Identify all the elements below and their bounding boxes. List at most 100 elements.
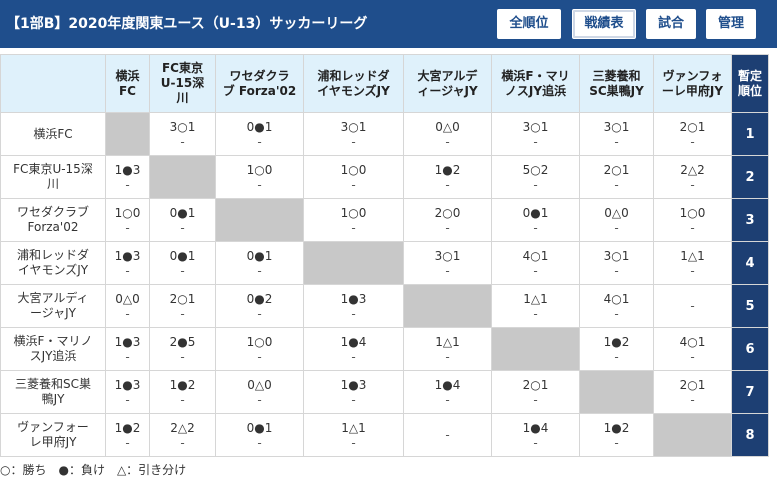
results-table-button[interactable]: 戦績表 (572, 9, 636, 39)
match-result-cell[interactable]: 3○1- (149, 112, 216, 156)
match-result-cell[interactable]: 3○1- (403, 241, 492, 285)
match-second-leg: - (180, 306, 185, 321)
matches-button[interactable]: 試合 (646, 9, 696, 39)
match-score: 1●2 (603, 334, 630, 349)
table-row: 横浜FC 3○1-0●1-3○1-0△0-3○1-3○1-2○1-1 (0, 112, 769, 156)
match-result-cell[interactable]: 2○1- (653, 112, 732, 156)
match-result-cell[interactable]: 2○0- (403, 198, 492, 242)
match-second-leg: - (690, 220, 695, 235)
match-result-cell[interactable]: 2○1- (149, 284, 216, 328)
match-score: 1●2 (434, 162, 461, 177)
legend: ○：勝ち ●：負け △：引き分け (0, 463, 187, 477)
match-second-leg: - (614, 263, 619, 278)
match-result-cell[interactable]: 4○1- (491, 241, 580, 285)
match-score: 3○1 (603, 248, 630, 263)
match-result-cell[interactable]: 3○1- (579, 112, 654, 156)
match-result-cell[interactable]: 1●3- (105, 155, 150, 199)
match-result-cell[interactable]: 3○1- (579, 241, 654, 285)
match-result-cell[interactable]: 0△0- (215, 370, 304, 414)
match-result-cell[interactable]: 1○0- (215, 155, 304, 199)
match-result-cell[interactable]: 1○0- (303, 155, 404, 199)
match-second-leg: - (257, 349, 262, 364)
match-result-cell[interactable]: 1●4- (403, 370, 492, 414)
match-second-leg: - (257, 134, 262, 149)
match-result-cell[interactable]: 1○0- (653, 198, 732, 242)
match-result-cell[interactable]: 0△0- (105, 284, 150, 328)
match-result-cell[interactable]: 2△2- (653, 155, 732, 199)
match-result-cell[interactable]: 1△1- (303, 413, 404, 457)
match-score: 1○0 (679, 205, 706, 220)
match-result-cell[interactable]: 4○1- (579, 284, 654, 328)
match-second-leg: - (351, 177, 356, 192)
match-score: 1△1 (435, 334, 460, 349)
match-result-cell[interactable]: 2○1- (491, 370, 580, 414)
match-score: 3○1 (340, 119, 367, 134)
rank-cell: 5 (731, 284, 769, 328)
match-second-leg: - (180, 349, 185, 364)
match-result-cell[interactable]: 0●1- (215, 413, 304, 457)
match-result-cell[interactable]: 1●2- (149, 370, 216, 414)
match-second-leg: - (690, 177, 695, 192)
match-result-cell[interactable]: 0●1- (215, 112, 304, 156)
match-result-cell[interactable]: 0●2- (215, 284, 304, 328)
match-second-leg: - (614, 349, 619, 364)
column-header-team-4: 浦和レッドダ イヤモンズJY (303, 54, 404, 113)
match-second-leg: - (351, 306, 356, 321)
match-result-cell[interactable]: 0●1- (491, 198, 580, 242)
match-second-leg: - (257, 306, 262, 321)
match-score: 2○1 (679, 377, 706, 392)
match-result-cell[interactable]: 1●2- (403, 155, 492, 199)
match-result-cell[interactable]: 1○0- (215, 327, 304, 371)
match-result-cell[interactable]: 1●2- (105, 413, 150, 457)
match-result-cell[interactable]: 1△1- (491, 284, 580, 328)
match-result-cell[interactable]: 2△2- (149, 413, 216, 457)
match-result-cell[interactable]: 4○1- (653, 327, 732, 371)
match-score: 2○1 (169, 291, 196, 306)
match-result-cell[interactable]: 1●3- (105, 327, 150, 371)
match-result-cell[interactable]: 1●3- (105, 370, 150, 414)
page-title: 【1部B】2020年度関東ユース（U-13）サッカーリーグ (6, 16, 368, 32)
match-score: 1●3 (114, 377, 141, 392)
match-score: 0△0 (247, 377, 272, 392)
match-result-cell[interactable]: 1○0- (303, 198, 404, 242)
match-result-cell[interactable]: 5○2- (491, 155, 580, 199)
match-result-cell[interactable]: 1●3- (303, 284, 404, 328)
match-result-cell[interactable]: 1△1- (403, 327, 492, 371)
match-result-cell[interactable]: 1●4- (303, 327, 404, 371)
match-result-cell[interactable]: 0●1- (149, 198, 216, 242)
match-score: 0●1 (246, 248, 273, 263)
match-result-cell[interactable]: 1△1- (653, 241, 732, 285)
match-result-cell: - (403, 413, 492, 457)
match-result-cell[interactable]: 0●1- (149, 241, 216, 285)
match-second-leg: - (180, 134, 185, 149)
match-result-cell[interactable]: 0△0- (579, 198, 654, 242)
self-match-cell (303, 241, 404, 285)
match-second-leg: - (351, 349, 356, 364)
match-result-cell[interactable]: 1●4- (491, 413, 580, 457)
match-result-cell[interactable]: 2○1- (653, 370, 732, 414)
match-second-leg: - (445, 428, 450, 442)
match-result-cell[interactable]: 0△0- (403, 112, 492, 156)
row-team-name: 横浜FC (0, 112, 106, 156)
match-second-leg: - (445, 349, 450, 364)
admin-button[interactable]: 管理 (706, 9, 756, 39)
all-rankings-button[interactable]: 全順位 (497, 9, 561, 39)
match-result-cell[interactable]: 1●2- (579, 413, 654, 457)
match-result-cell[interactable]: 3○1- (491, 112, 580, 156)
match-result-cell[interactable]: 1○0- (105, 198, 150, 242)
match-score: 0△0 (604, 205, 629, 220)
table-row: 三菱養和SC巣 鴨JY 1●3-1●2-0△0-1●3-1●4-2○1-2○1-7 (0, 370, 769, 414)
table-row: FC東京U-15深川 1●3-1○0-1○0-1●2-5○2-2○1-2△2-2 (0, 155, 769, 199)
self-match-cell (653, 413, 732, 457)
match-score: 1●3 (340, 377, 367, 392)
match-second-leg: - (690, 392, 695, 407)
match-result-cell[interactable]: 3○1- (303, 112, 404, 156)
match-result-cell[interactable]: 1●2- (579, 327, 654, 371)
match-second-leg: - (351, 134, 356, 149)
match-score: 1○0 (340, 162, 367, 177)
match-result-cell[interactable]: 2●5- (149, 327, 216, 371)
match-result-cell[interactable]: 1●3- (303, 370, 404, 414)
match-result-cell[interactable]: 0●1- (215, 241, 304, 285)
match-result-cell[interactable]: 2○1- (579, 155, 654, 199)
match-result-cell[interactable]: 1●3- (105, 241, 150, 285)
